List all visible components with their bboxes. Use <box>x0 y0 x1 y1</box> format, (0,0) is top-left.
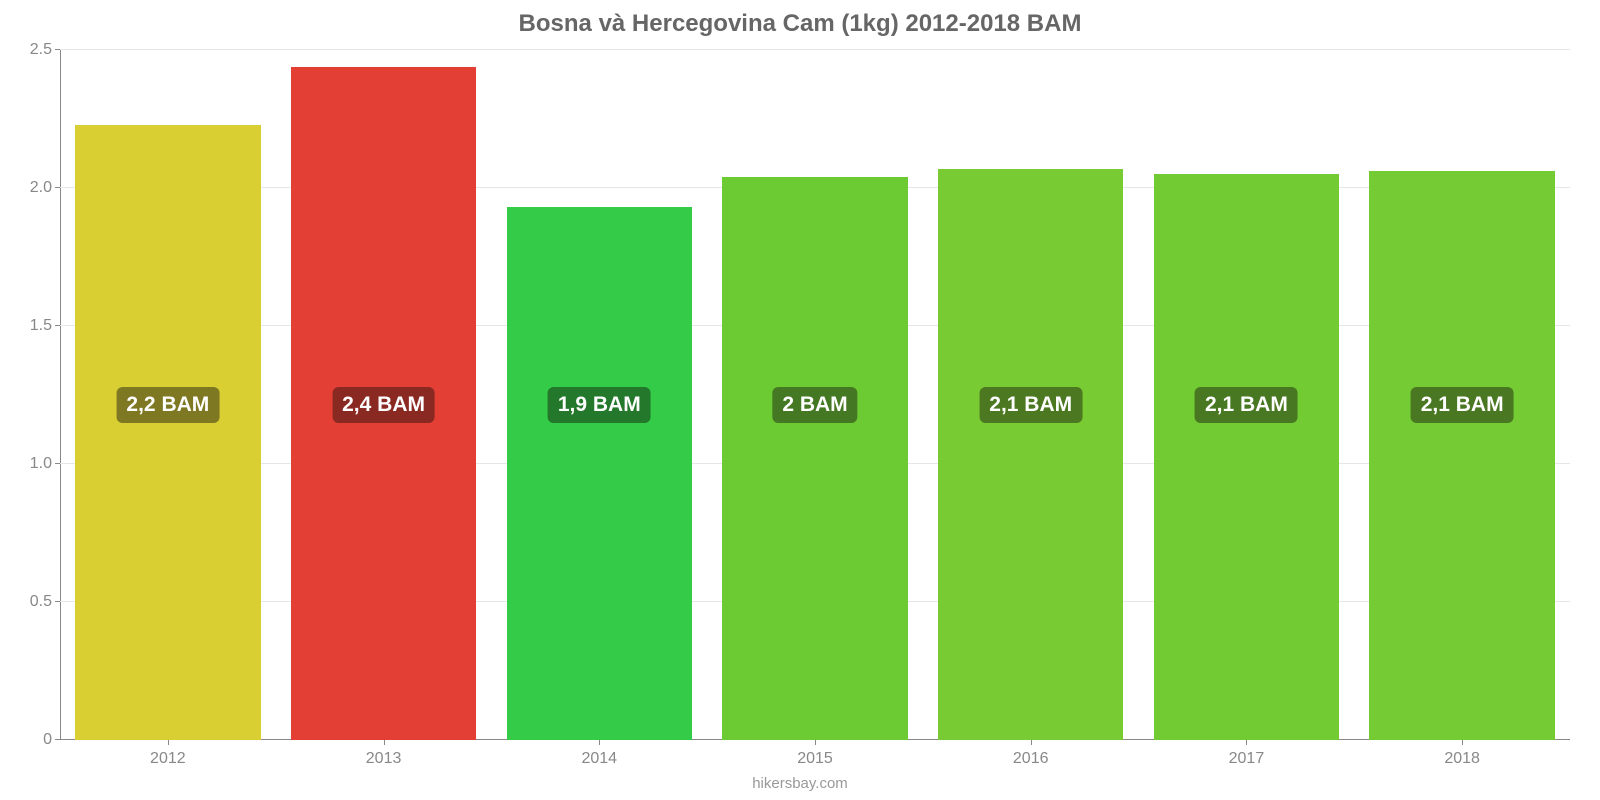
bar <box>507 207 693 740</box>
bar-value-badge: 2 BAM <box>772 387 857 423</box>
y-tick-label: 2.5 <box>30 41 52 59</box>
x-tick-mark <box>168 740 169 745</box>
x-tick-label: 2013 <box>366 750 402 768</box>
x-tick-mark <box>1246 740 1247 745</box>
x-tick-mark <box>1031 740 1032 745</box>
x-tick-label: 2017 <box>1229 750 1265 768</box>
x-tick-mark <box>1462 740 1463 745</box>
bar-value-badge: 2,1 BAM <box>979 387 1082 423</box>
bar-value-badge: 2,1 BAM <box>1195 387 1298 423</box>
x-tick-mark <box>599 740 600 745</box>
x-tick-label: 2014 <box>581 750 617 768</box>
x-tick-mark <box>815 740 816 745</box>
bar-value-badge: 2,4 BAM <box>332 387 435 423</box>
bar-value-badge: 2,2 BAM <box>116 387 219 423</box>
y-tick-label: 0.5 <box>30 593 52 611</box>
x-tick-label: 2018 <box>1444 750 1480 768</box>
x-tick-label: 2015 <box>797 750 833 768</box>
bar <box>1369 171 1555 740</box>
bar-value-badge: 1,9 BAM <box>548 387 651 423</box>
bar-value-badge: 2,1 BAM <box>1411 387 1514 423</box>
bar <box>722 177 908 740</box>
bar <box>938 169 1124 740</box>
attribution-text: hikersbay.com <box>0 775 1600 792</box>
x-tick-label: 2012 <box>150 750 186 768</box>
bar <box>1154 174 1340 740</box>
chart-title: Bosna và Hercegovina Cam (1kg) 2012-2018… <box>0 10 1600 38</box>
plot-area: 00.51.01.52.02.5 2,2 BAM20122,4 BAM20131… <box>60 50 1570 740</box>
x-tick-mark <box>384 740 385 745</box>
x-tick-label: 2016 <box>1013 750 1049 768</box>
y-tick-label: 2.0 <box>30 179 52 197</box>
y-tick-label: 1.5 <box>30 317 52 335</box>
bar <box>75 125 261 740</box>
chart-container: Bosna và Hercegovina Cam (1kg) 2012-2018… <box>0 0 1600 800</box>
y-tick-label: 1.0 <box>30 455 52 473</box>
bars-layer: 2,2 BAM20122,4 BAM20131,9 BAM20142 BAM20… <box>60 50 1570 740</box>
y-tick-label: 0 <box>43 731 52 749</box>
